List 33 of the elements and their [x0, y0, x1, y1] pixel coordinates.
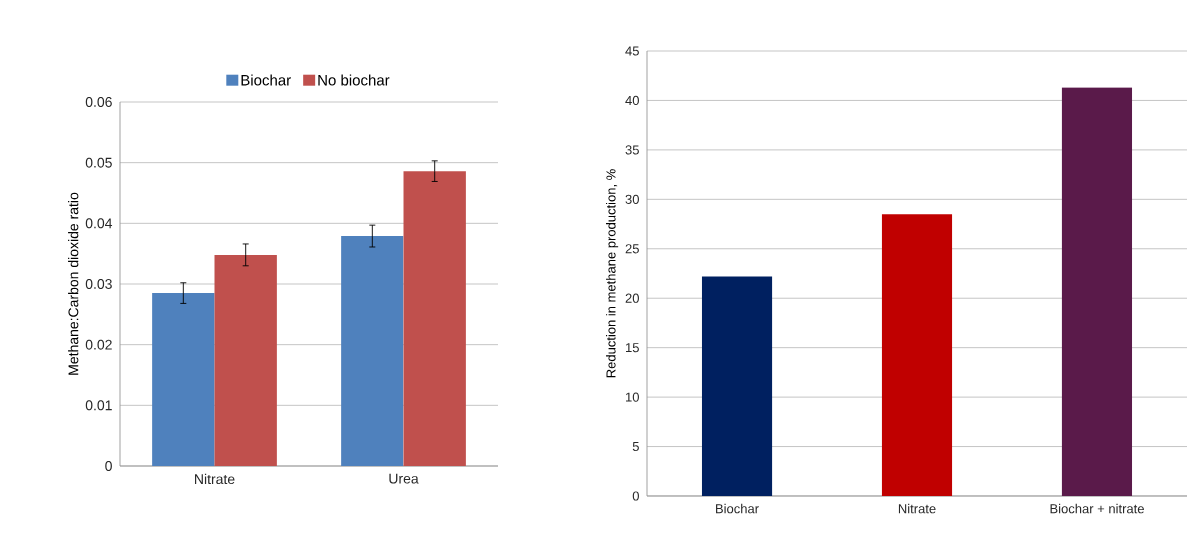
y-tick-label: 35 — [625, 145, 639, 155]
y-tick-label: 45 — [625, 46, 639, 56]
bar — [152, 293, 215, 466]
x-tick-label: Urea — [389, 473, 419, 484]
y-tick-label: 5 — [632, 442, 639, 452]
y-tick-label: 40 — [625, 95, 639, 106]
y-tick-label: 0.06 — [85, 97, 112, 107]
y-tick-label: 0 — [632, 491, 639, 501]
x-tick-label: Biochar + nitrate — [1050, 503, 1144, 514]
x-tick-label: Nitrate — [195, 473, 235, 485]
bar — [214, 254, 277, 466]
y-tick-label: 0.04 — [85, 218, 113, 229]
bar — [1061, 87, 1133, 496]
legend-label: No biochar — [318, 74, 390, 86]
y-tick-label: 0.01 — [85, 400, 112, 411]
y-tick-label: 0 — [105, 461, 112, 471]
bar — [341, 236, 404, 466]
x-tick-label: Biochar — [716, 503, 759, 514]
bar — [403, 171, 466, 466]
y-tick-label: 25 — [625, 244, 639, 254]
y-axis-title: Methane:Carbon dioxide ratio — [68, 192, 79, 375]
bar — [881, 214, 953, 496]
bar — [701, 276, 773, 496]
y-tick-label: 0.05 — [85, 157, 112, 168]
y-tick-label: 15 — [626, 343, 639, 353]
y-axis-title: Reduction in methane production, % — [606, 169, 619, 378]
y-tick-label: 0.03 — [85, 279, 112, 289]
y-tick-label: 20 — [625, 293, 639, 303]
y-tick-label: 0.02 — [85, 339, 112, 350]
y-tick-label: 30 — [625, 194, 639, 204]
x-tick-label: Nitrate — [898, 503, 936, 514]
y-tick-label: 10 — [626, 392, 639, 402]
legend-label: Biochar — [241, 74, 291, 86]
